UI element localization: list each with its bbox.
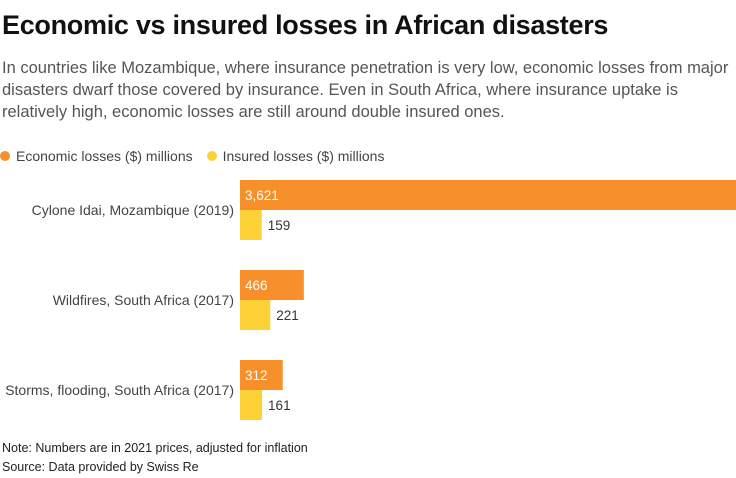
legend-label-insured: Insured losses ($) millions (222, 148, 385, 164)
bar-economic (240, 360, 283, 390)
bar-economic (240, 180, 736, 210)
category-label: Wildfires, South Africa (2017) (53, 292, 234, 308)
chart-subtitle: In countries like Mozambique, where insu… (2, 59, 729, 121)
legend-dot-insured (206, 151, 217, 161)
bar-insured (240, 210, 262, 240)
category-label: Storms, flooding, South Africa (2017) (5, 382, 234, 398)
bar-chart: Cylone Idai, Mozambique (2019) 3,621 159 Wi… (5, 180, 736, 420)
bar-economic (240, 270, 304, 300)
data-label-economic: 312 (245, 368, 268, 383)
legend-dot-economic (0, 151, 10, 161)
data-label-economic: 3,621 (245, 188, 279, 203)
data-label-insured: 221 (276, 308, 299, 323)
bar-insured (240, 390, 263, 420)
legend: Economic losses ($) millions Insured los… (0, 148, 398, 164)
legend-item-economic: Economic losses ($) millions (0, 148, 193, 164)
legend-label-economic: Economic losses ($) millions (16, 148, 193, 164)
legend-item-insured: Insured losses ($) millions (206, 148, 385, 164)
data-label-insured: 159 (268, 218, 291, 233)
chart-title: Economic vs insured losses in African di… (2, 10, 609, 40)
chart-note: Note: Numbers are in 2021 prices, adjust… (2, 441, 308, 455)
category-label: Cylone Idai, Mozambique (2019) (32, 202, 234, 218)
data-label-economic: 466 (245, 278, 268, 293)
chart-source: Source: Data provided by Swiss Re (2, 460, 199, 474)
data-label-insured: 161 (268, 398, 291, 413)
bar-insured (240, 300, 271, 330)
